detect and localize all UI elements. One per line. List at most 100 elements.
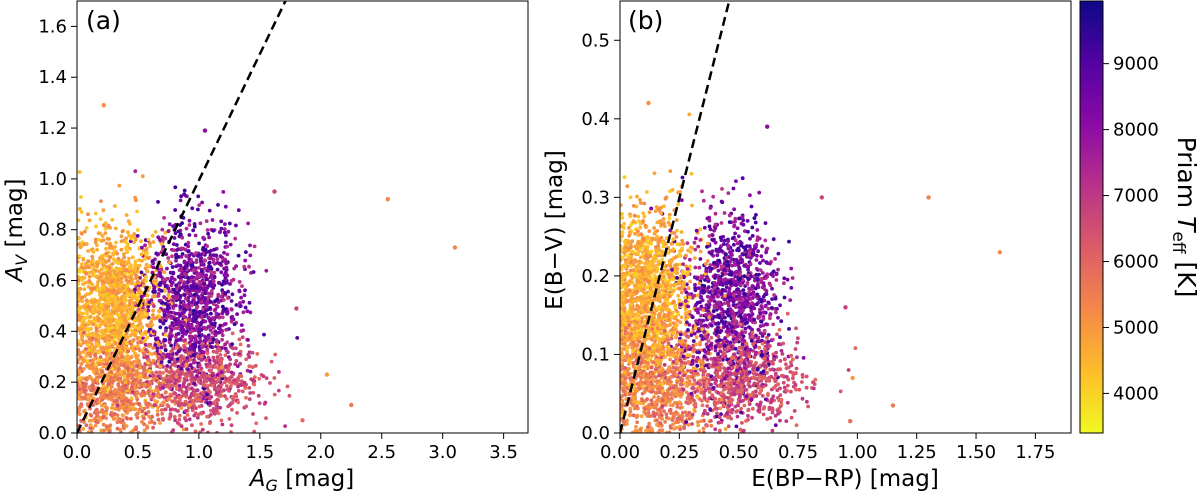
data-point <box>173 311 178 316</box>
data-point <box>233 394 238 398</box>
data-point <box>287 393 292 398</box>
data-point <box>160 411 165 416</box>
data-point <box>152 421 157 425</box>
data-point <box>182 192 187 197</box>
data-point <box>168 415 173 419</box>
data-point <box>193 251 198 256</box>
data-point <box>166 229 171 234</box>
data-point <box>156 235 161 240</box>
data-point <box>125 366 130 371</box>
data-point <box>177 395 181 400</box>
data-point <box>142 393 147 398</box>
data-point <box>116 256 121 261</box>
data-point <box>113 375 117 380</box>
data-point <box>115 284 120 289</box>
data-point <box>205 351 210 356</box>
data-point <box>129 277 134 282</box>
data-point <box>148 363 153 368</box>
data-point <box>98 276 102 280</box>
data-point <box>194 276 198 281</box>
data-point <box>239 383 244 387</box>
data-point <box>176 274 181 279</box>
data-point <box>79 327 84 331</box>
data-point <box>84 423 89 428</box>
data-point <box>137 365 142 370</box>
outlier-point <box>272 189 277 194</box>
data-point <box>158 281 163 285</box>
data-point <box>85 342 90 347</box>
data-point <box>781 380 786 385</box>
data-point <box>126 357 131 362</box>
data-point <box>193 334 198 338</box>
data-point <box>224 240 228 245</box>
data-point <box>145 323 150 328</box>
data-point <box>168 412 173 416</box>
data-point <box>133 259 138 264</box>
data-point <box>87 306 92 311</box>
data-point <box>94 327 99 331</box>
data-point <box>203 247 208 252</box>
data-point <box>175 243 179 247</box>
data-point <box>93 345 97 350</box>
data-point <box>162 277 167 282</box>
data-point <box>153 403 157 408</box>
outlier-point <box>101 103 107 108</box>
data-point <box>110 217 115 222</box>
data-point <box>98 231 103 236</box>
data-point <box>687 322 692 327</box>
data-point <box>248 391 253 395</box>
data-point <box>105 378 110 383</box>
data-point <box>86 265 91 270</box>
data-point <box>174 264 179 269</box>
data-point <box>117 313 121 318</box>
data-point <box>194 406 198 411</box>
data-point <box>83 229 87 234</box>
data-point <box>106 280 111 285</box>
data-point <box>182 356 187 361</box>
data-point <box>130 255 135 260</box>
data-point <box>207 260 212 265</box>
data-point <box>227 378 232 382</box>
data-point <box>179 406 184 410</box>
data-point <box>132 282 137 286</box>
data-point <box>674 235 679 239</box>
data-point <box>662 224 667 229</box>
data-point <box>657 342 662 347</box>
data-point <box>144 401 149 406</box>
data-point <box>80 305 85 309</box>
data-point <box>213 401 217 406</box>
data-point <box>193 233 198 238</box>
data-point <box>151 373 156 378</box>
data-point <box>207 421 212 425</box>
data-point <box>792 409 797 413</box>
data-point <box>166 312 171 317</box>
data-point <box>109 322 113 326</box>
data-point <box>91 386 95 391</box>
data-point <box>204 273 209 278</box>
data-point <box>192 319 196 324</box>
data-point <box>101 422 106 427</box>
data-point <box>115 297 120 302</box>
data-point <box>198 221 203 226</box>
data-point <box>195 369 200 374</box>
data-point <box>186 367 190 372</box>
data-point <box>186 382 191 387</box>
data-point <box>98 287 102 292</box>
data-point <box>272 376 277 380</box>
data-point <box>633 231 637 236</box>
data-point <box>127 256 131 261</box>
data-point <box>111 359 115 364</box>
data-point <box>694 236 698 241</box>
data-point <box>199 422 204 426</box>
data-point <box>85 308 89 313</box>
data-point <box>157 309 162 314</box>
data-point <box>103 231 108 236</box>
data-point <box>789 266 794 271</box>
data-point <box>193 328 198 333</box>
data-point <box>195 415 200 420</box>
data-point <box>742 274 747 279</box>
data-point <box>742 403 747 408</box>
data-point <box>77 372 81 377</box>
data-point <box>101 288 106 292</box>
data-point <box>125 410 130 415</box>
